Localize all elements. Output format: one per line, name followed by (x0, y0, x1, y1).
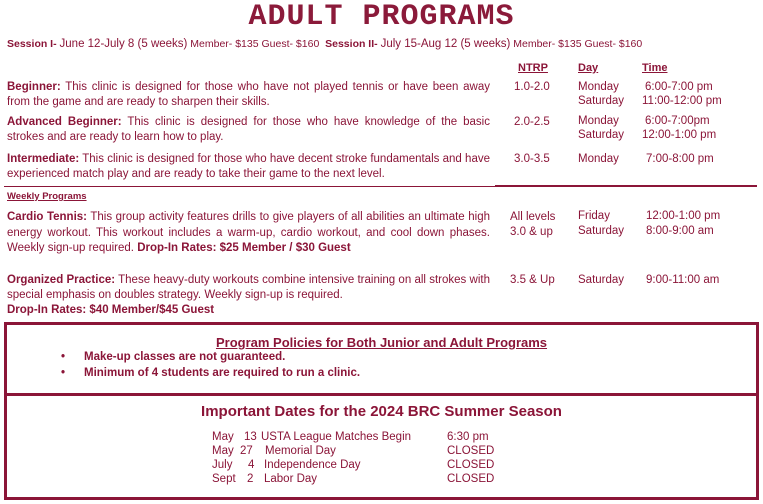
program-time: 9:00-11:00 am (646, 274, 720, 286)
program-name: Organized Practice: (7, 274, 116, 286)
program-name: Cardio Tennis: (7, 211, 88, 223)
clinic-time: 6:00-7:00 pm (645, 81, 713, 93)
clinic-time: 6:00-7:00pm (645, 115, 710, 127)
session-info: Session I- June 12-July 8 (5 weeks) Memb… (7, 38, 642, 50)
policy-item: • Make-up classes are not guaranteed. (61, 351, 286, 363)
clinic-day: Monday (578, 153, 619, 165)
clinic-name: Advanced Beginner: (7, 116, 122, 128)
clinic-desc: This clinic is designed for those who ha… (7, 153, 490, 180)
program-time: 8:00-9:00 am (646, 225, 714, 237)
session-2-dates: July 15-Aug 12 (5 weeks) (380, 38, 511, 50)
clinic-day: Monday (578, 115, 619, 127)
session-1-prices: Member- $135 Guest- $160 (190, 38, 320, 50)
program-rates: Drop-In Rates: $25 Member / $30 Guest (137, 242, 351, 254)
clinic-name: Beginner: (7, 81, 61, 93)
program-day: Saturday (578, 225, 625, 237)
clinic-desc: This clinic is designed for those who ha… (7, 116, 490, 143)
program-day: Saturday (578, 274, 625, 286)
clinic-time: 12:00-1:00 pm (642, 129, 717, 141)
session-1-label: Session I- (7, 38, 57, 50)
important-dates-box: Important Dates for the 2024 BRC Summer … (4, 393, 759, 500)
session-2-prices: Member- $135 Guest- $160 (513, 38, 643, 50)
program-time: 12:00-1:00 pm (646, 210, 721, 222)
bullet-icon: • (61, 367, 66, 379)
divider (495, 185, 757, 187)
weekly-programs-heading: Weekly Programs (7, 191, 87, 202)
clinic-day: Monday (578, 81, 619, 93)
program-ntrp: 3.5 & Up (510, 274, 555, 286)
policies-box: Program Policies for Both Junior and Adu… (4, 322, 759, 396)
divider (4, 186, 496, 187)
clinic-time: 11:00-12:00 pm (642, 95, 722, 107)
bullet-icon: • (61, 351, 66, 363)
program-ntrp: 3.0 & up (510, 226, 553, 238)
clinic-ntrp: 1.0-2.0 (514, 81, 550, 93)
session-1-dates: June 12-July 8 (5 weeks) (59, 38, 188, 50)
policies-title: Program Policies for Both Junior and Adu… (215, 335, 548, 350)
clinic-time: 7:00-8:00 pm (646, 153, 714, 165)
program-day: Friday (578, 210, 610, 222)
program-desc: This group activity features drills to g… (7, 211, 490, 254)
program-ntrp: All levels (510, 211, 556, 223)
header-ntrp: NTRP (518, 62, 548, 74)
clinic-ntrp: 2.0-2.5 (514, 116, 550, 128)
clinic-name: Intermediate: (7, 153, 80, 165)
clinic-ntrp: 3.0-3.5 (514, 153, 550, 165)
header-time: Time (642, 62, 668, 74)
program-rates: Drop-In Rates: $40 Member/$45 Guest (7, 304, 215, 316)
session-2-label: Session II- (325, 38, 378, 50)
header-day: Day (578, 62, 599, 74)
program-desc: These heavy-duty workouts combine intens… (7, 274, 490, 301)
policy-item: • Minimum of 4 students are required to r… (61, 367, 361, 379)
page-title: ADULT PROGRAMS (248, 0, 515, 34)
clinic-day: Saturday (578, 95, 625, 107)
dates-title: Important Dates for the 2024 BRC Summer … (201, 403, 562, 420)
clinic-day: Saturday (578, 129, 625, 141)
clinic-desc: This clinic is designed for those who ha… (7, 81, 490, 108)
